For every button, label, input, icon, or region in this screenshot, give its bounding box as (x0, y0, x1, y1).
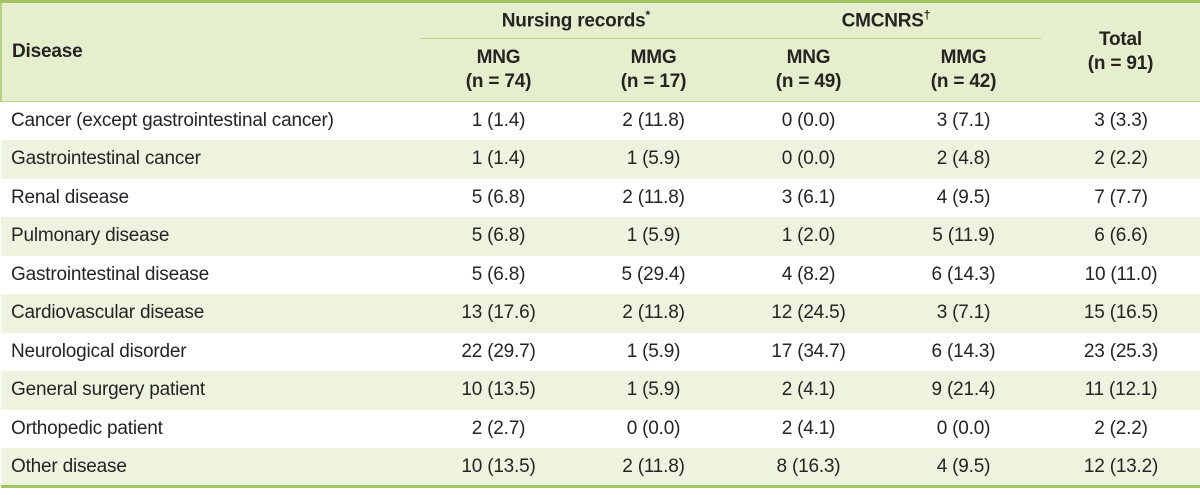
value-cell: 22 (29.7) (461, 340, 536, 362)
value-cell: 1 (1.4) (471, 110, 526, 131)
value-cell: 2 (11.8) (622, 302, 685, 324)
value-cell: 2 (4.8) (936, 148, 991, 170)
value-cell: 8 (16.3) (776, 455, 841, 477)
value-cell: 12 (24.5) (771, 302, 846, 324)
value-cell: 5 (11.9) (932, 225, 995, 247)
group-label: MNG (786, 47, 831, 69)
value-cell: 1 (1.4) (471, 148, 526, 170)
disease-cell: General surgery patient (11, 379, 205, 401)
group-n-label: (n = 17) (620, 71, 687, 92)
value-cell: 3 (6.1) (781, 186, 836, 208)
value-cell: 3 (3.3) (1094, 110, 1148, 131)
disease-cell: Neurological disorder (11, 340, 187, 362)
group-n-label: (n = 49) (775, 71, 842, 92)
table-row: Pulmonary disease 5 (6.8) 1 (5.9) 1 (2.0) 5 … (1, 217, 1200, 256)
value-cell: 3 (7.1) (936, 110, 991, 131)
value-cell: 0 (0.0) (936, 417, 991, 439)
group-label: MMG (630, 47, 677, 69)
value-cell: 5 (6.8) (471, 225, 526, 247)
disease-cell: Renal disease (11, 186, 129, 208)
disease-cell: Other disease (11, 455, 127, 477)
disease-cell: Gastrointestinal cancer (11, 148, 201, 170)
group-n-label: (n = 42) (930, 71, 997, 92)
value-cell: 0 (0.0) (781, 110, 836, 131)
value-cell: 1 (5.9) (626, 379, 681, 401)
table-row: Orthopedic patient 2 (2.7) 0 (0.0) 2 (4.1) 0… (1, 410, 1200, 449)
value-cell: 7 (7.7) (1094, 186, 1148, 208)
value-cell: 2 (2.7) (471, 417, 526, 439)
table-row: Cancer (except gastrointestinal cancer) 1… (1, 102, 1200, 141)
value-cell: 4 (8.2) (781, 263, 836, 285)
nursing-mmg-column-header: MMG (n = 17) (576, 38, 731, 102)
disease-column-header: Disease (0, 0, 421, 102)
table-row: Renal disease 5 (6.8) 2 (11.8) 3 (6.1) 4 (9.… (1, 179, 1200, 218)
value-cell: 12 (13.2) (1083, 455, 1159, 477)
nursing-records-label: Nursing records (501, 10, 646, 32)
disease-cell: Cancer (except gastrointestinal cancer) (11, 110, 334, 131)
value-cell: 9 (21.4) (931, 379, 996, 401)
value-cell: 2 (11.8) (622, 455, 685, 477)
value-cell: 2 (11.8) (622, 110, 685, 131)
value-cell: 6 (14.3) (931, 340, 996, 362)
value-cell: 6 (6.6) (1094, 225, 1148, 247)
table-row: Cardiovascular disease 13 (17.6) 2 (11.8) 1… (1, 294, 1200, 333)
value-cell: 5 (6.8) (471, 263, 526, 285)
value-cell: 4 (9.5) (936, 455, 991, 477)
subheader-row: MNG (n = 74) MMG (n = 17) MNG (n = 49) M… (1, 38, 1200, 102)
cmcnrs-mmg-column-header: MMG (n = 42) (886, 38, 1041, 102)
table-row: General surgery patient 10 (13.5) 1 (5.9) 2… (1, 371, 1200, 410)
value-cell: 0 (0.0) (781, 148, 836, 170)
value-cell: 4 (9.5) (936, 186, 991, 208)
value-cell: 10 (11.0) (1084, 263, 1158, 285)
value-cell: 10 (13.5) (461, 379, 536, 401)
value-cell: 5 (29.4) (621, 263, 686, 285)
cmcnrs-mng-column-header: MNG (n = 49) (731, 38, 886, 102)
value-cell: 15 (16.5) (1083, 302, 1159, 324)
disease-cell: Cardiovascular disease (11, 302, 205, 324)
dagger-footnote-marker: † (923, 7, 931, 22)
value-cell: 6 (14.3) (931, 263, 996, 285)
table-body: Cancer (except gastrointestinal cancer) 1… (1, 102, 1200, 487)
value-cell: 1 (5.9) (626, 225, 681, 247)
table-row: Neurological disorder 22 (29.7) 1 (5.9) 17 … (1, 333, 1200, 372)
value-cell: 1 (2.0) (781, 225, 836, 247)
group-label: MMG (940, 47, 987, 69)
value-cell: 1 (5.9) (626, 340, 681, 362)
disease-cell: Pulmonary disease (11, 225, 170, 247)
value-cell: 2 (2.2) (1094, 417, 1148, 439)
nursing-records-spanner: Nursing records* (421, 0, 731, 39)
group-n-label: (n = 74) (465, 71, 532, 92)
group-label: MNG (476, 47, 521, 69)
value-cell: 23 (25.3) (1083, 340, 1159, 362)
value-cell: 3 (7.1) (936, 302, 991, 324)
asterisk-footnote-marker: * (645, 7, 651, 22)
table-row: Gastrointestinal cancer 1 (1.4) 1 (5.9) 0 (… (1, 140, 1200, 179)
table-header: Disease Nursing records* CMCNRS† Total (… (0, 0, 1200, 102)
value-cell: 2 (11.8) (622, 186, 685, 208)
value-cell: 13 (17.6) (461, 302, 536, 324)
value-cell: 1 (5.9) (626, 148, 681, 170)
value-cell: 0 (0.0) (626, 417, 681, 439)
total-n-label: (n = 91) (1087, 53, 1154, 74)
total-label: Total (1099, 29, 1142, 51)
value-cell: 2 (4.1) (781, 417, 836, 439)
nursing-mng-column-header: MNG (n = 74) (421, 38, 576, 102)
cmcnrs-label: CMCNRS (841, 10, 924, 32)
value-cell: 17 (34.7) (771, 340, 846, 362)
value-cell: 2 (4.1) (781, 379, 836, 401)
table-row: Other disease 10 (13.5) 2 (11.8) 8 (16.3) 4 … (1, 448, 1200, 487)
spanner-row: Disease Nursing records* CMCNRS† Total (… (0, 0, 1200, 102)
value-cell: 10 (13.5) (461, 455, 536, 477)
table-row: Gastrointestinal disease 5 (6.8) 5 (29.4) 4… (1, 256, 1200, 295)
total-column-header: Total (n = 91) (1041, 0, 1200, 102)
value-cell: 2 (2.2) (1094, 148, 1148, 170)
value-cell: 5 (6.8) (471, 186, 526, 208)
cmcnrs-spanner: CMCNRS† (731, 0, 1041, 39)
value-cell: 11 (12.1) (1084, 379, 1158, 401)
disease-cell: Orthopedic patient (11, 417, 163, 439)
disease-cell: Gastrointestinal disease (11, 263, 209, 285)
